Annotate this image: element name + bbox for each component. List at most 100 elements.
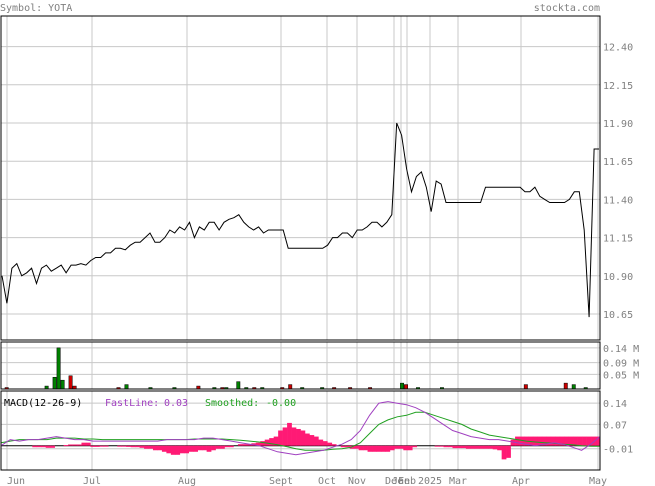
macd-histogram-bar xyxy=(278,430,283,446)
x-tick-label: Jul xyxy=(83,476,101,486)
macd-histogram-bar xyxy=(90,445,96,447)
macd-histogram-bar xyxy=(85,442,91,446)
macd-y-tick: 0.07 xyxy=(603,420,627,431)
volume-bar xyxy=(563,382,568,390)
macd-histogram-bar xyxy=(412,445,418,448)
macd-histogram-bar xyxy=(260,441,266,446)
macd-histogram-bar xyxy=(358,445,364,451)
panel-frame xyxy=(0,390,601,471)
macd-histogram-bar xyxy=(448,445,453,448)
x-tick-label: Feb xyxy=(398,476,416,486)
macd-histogram-bar xyxy=(564,436,570,446)
price-line xyxy=(1,122,599,318)
macd-histogram-bar xyxy=(166,445,172,454)
macd-histogram-bar xyxy=(246,444,252,446)
macd-histogram-bar xyxy=(573,436,578,446)
panel-frame xyxy=(0,341,601,390)
macd-histogram-bar xyxy=(398,445,404,449)
macd-histogram-bar xyxy=(546,436,552,446)
price-y-tick: 12.40 xyxy=(603,43,633,54)
volume-bar xyxy=(523,384,528,390)
macd-histogram-bar xyxy=(242,444,248,446)
macd-histogram-bar xyxy=(497,445,502,451)
volume-bar xyxy=(571,384,576,390)
macd-histogram-bar xyxy=(72,444,78,446)
macd-histogram-bar xyxy=(161,445,167,452)
macd-histogram-bar xyxy=(555,436,561,446)
macd-histogram-bar xyxy=(81,442,87,446)
macd-histogram-bar xyxy=(483,445,489,449)
macd-histogram-bar xyxy=(461,445,467,449)
macd-histogram-bar xyxy=(206,445,212,452)
macd-histogram-bar xyxy=(434,445,440,447)
volume-bar xyxy=(60,379,65,390)
macd-histogram-bar xyxy=(376,445,382,452)
volume-bar xyxy=(400,382,404,390)
macd-histogram-bar xyxy=(385,445,391,452)
macd-histogram-bar xyxy=(354,445,359,449)
macd-histogram-bar xyxy=(537,436,543,446)
macd-histogram-bar xyxy=(126,445,131,447)
panel-frame xyxy=(0,15,601,341)
site-label[interactable]: stockta.com xyxy=(534,3,600,14)
macd-histogram-bar xyxy=(224,445,230,448)
macd-histogram-bar xyxy=(372,445,377,452)
x-tick-label: Sept xyxy=(269,476,293,486)
macd-histogram-bar xyxy=(443,445,449,448)
price-y-tick: 11.65 xyxy=(603,157,633,168)
volume-y-tick: 0.14 M xyxy=(603,344,639,355)
macd-histogram-bar xyxy=(135,445,140,448)
macd-fastline-label: FastLine: xyxy=(105,398,159,409)
macd-smoothed-value: -0.00 xyxy=(266,398,296,409)
macd-histogram-bar xyxy=(152,445,158,451)
macd-histogram-bar xyxy=(139,445,145,448)
macd-histogram-bar xyxy=(68,444,73,446)
macd-histogram-bar xyxy=(559,436,565,446)
macd-histogram-bar xyxy=(327,442,333,446)
macd-histogram-bar xyxy=(506,445,511,458)
macd-histogram-bar xyxy=(282,427,288,446)
macd-histogram-bar xyxy=(465,445,471,449)
volume-bar xyxy=(288,384,293,390)
macd-histogram-bar xyxy=(510,439,516,446)
volume-bar xyxy=(404,384,408,390)
macd-histogram-bar xyxy=(228,445,234,448)
macd-histogram-bar xyxy=(269,438,274,446)
macd-smoothed-line xyxy=(0,411,600,451)
macd-histogram-bar xyxy=(363,445,368,451)
macd-histogram-bar xyxy=(220,445,225,449)
macd-histogram-bar xyxy=(492,445,498,450)
price-y-tick: 10.65 xyxy=(603,310,633,321)
macd-histogram-bar xyxy=(273,436,279,446)
macd-histogram-bar xyxy=(99,445,105,447)
price-y-tick: 11.90 xyxy=(603,119,633,130)
macd-histogram-bar xyxy=(568,436,574,446)
macd-histogram-bar xyxy=(595,436,601,446)
price-y-tick: 11.40 xyxy=(603,195,633,206)
macd-histogram-bar xyxy=(300,430,306,446)
x-tick-label: Nov xyxy=(348,476,366,486)
macd-histogram-bar xyxy=(367,445,373,452)
macd-fast-line xyxy=(0,401,601,456)
x-tick-label: Apr xyxy=(512,476,530,486)
macd-histogram-bar xyxy=(501,445,507,460)
macd-histogram-bar xyxy=(331,444,337,446)
macd-histogram-bar xyxy=(515,436,520,446)
macd-histogram-bar xyxy=(63,445,69,447)
macd-histogram-bar xyxy=(394,445,400,449)
volume-y-tick: 0.05 M xyxy=(603,370,639,381)
macd-histogram-bar xyxy=(130,445,136,448)
macd-histogram-bar xyxy=(36,445,42,448)
macd-histogram-bar xyxy=(291,427,297,446)
macd-histogram-bar xyxy=(322,441,328,446)
price-y-tick: 10.90 xyxy=(603,272,633,283)
x-tick-label: Oct xyxy=(318,476,336,486)
macd-histogram-bar xyxy=(184,445,190,454)
macd-histogram-bar xyxy=(582,436,587,446)
macd-smoothed-label: Smoothed: xyxy=(205,398,259,409)
macd-histogram-bar xyxy=(215,445,221,449)
x-tick-label: 2025 xyxy=(418,476,442,486)
macd-histogram-bar xyxy=(318,439,324,446)
